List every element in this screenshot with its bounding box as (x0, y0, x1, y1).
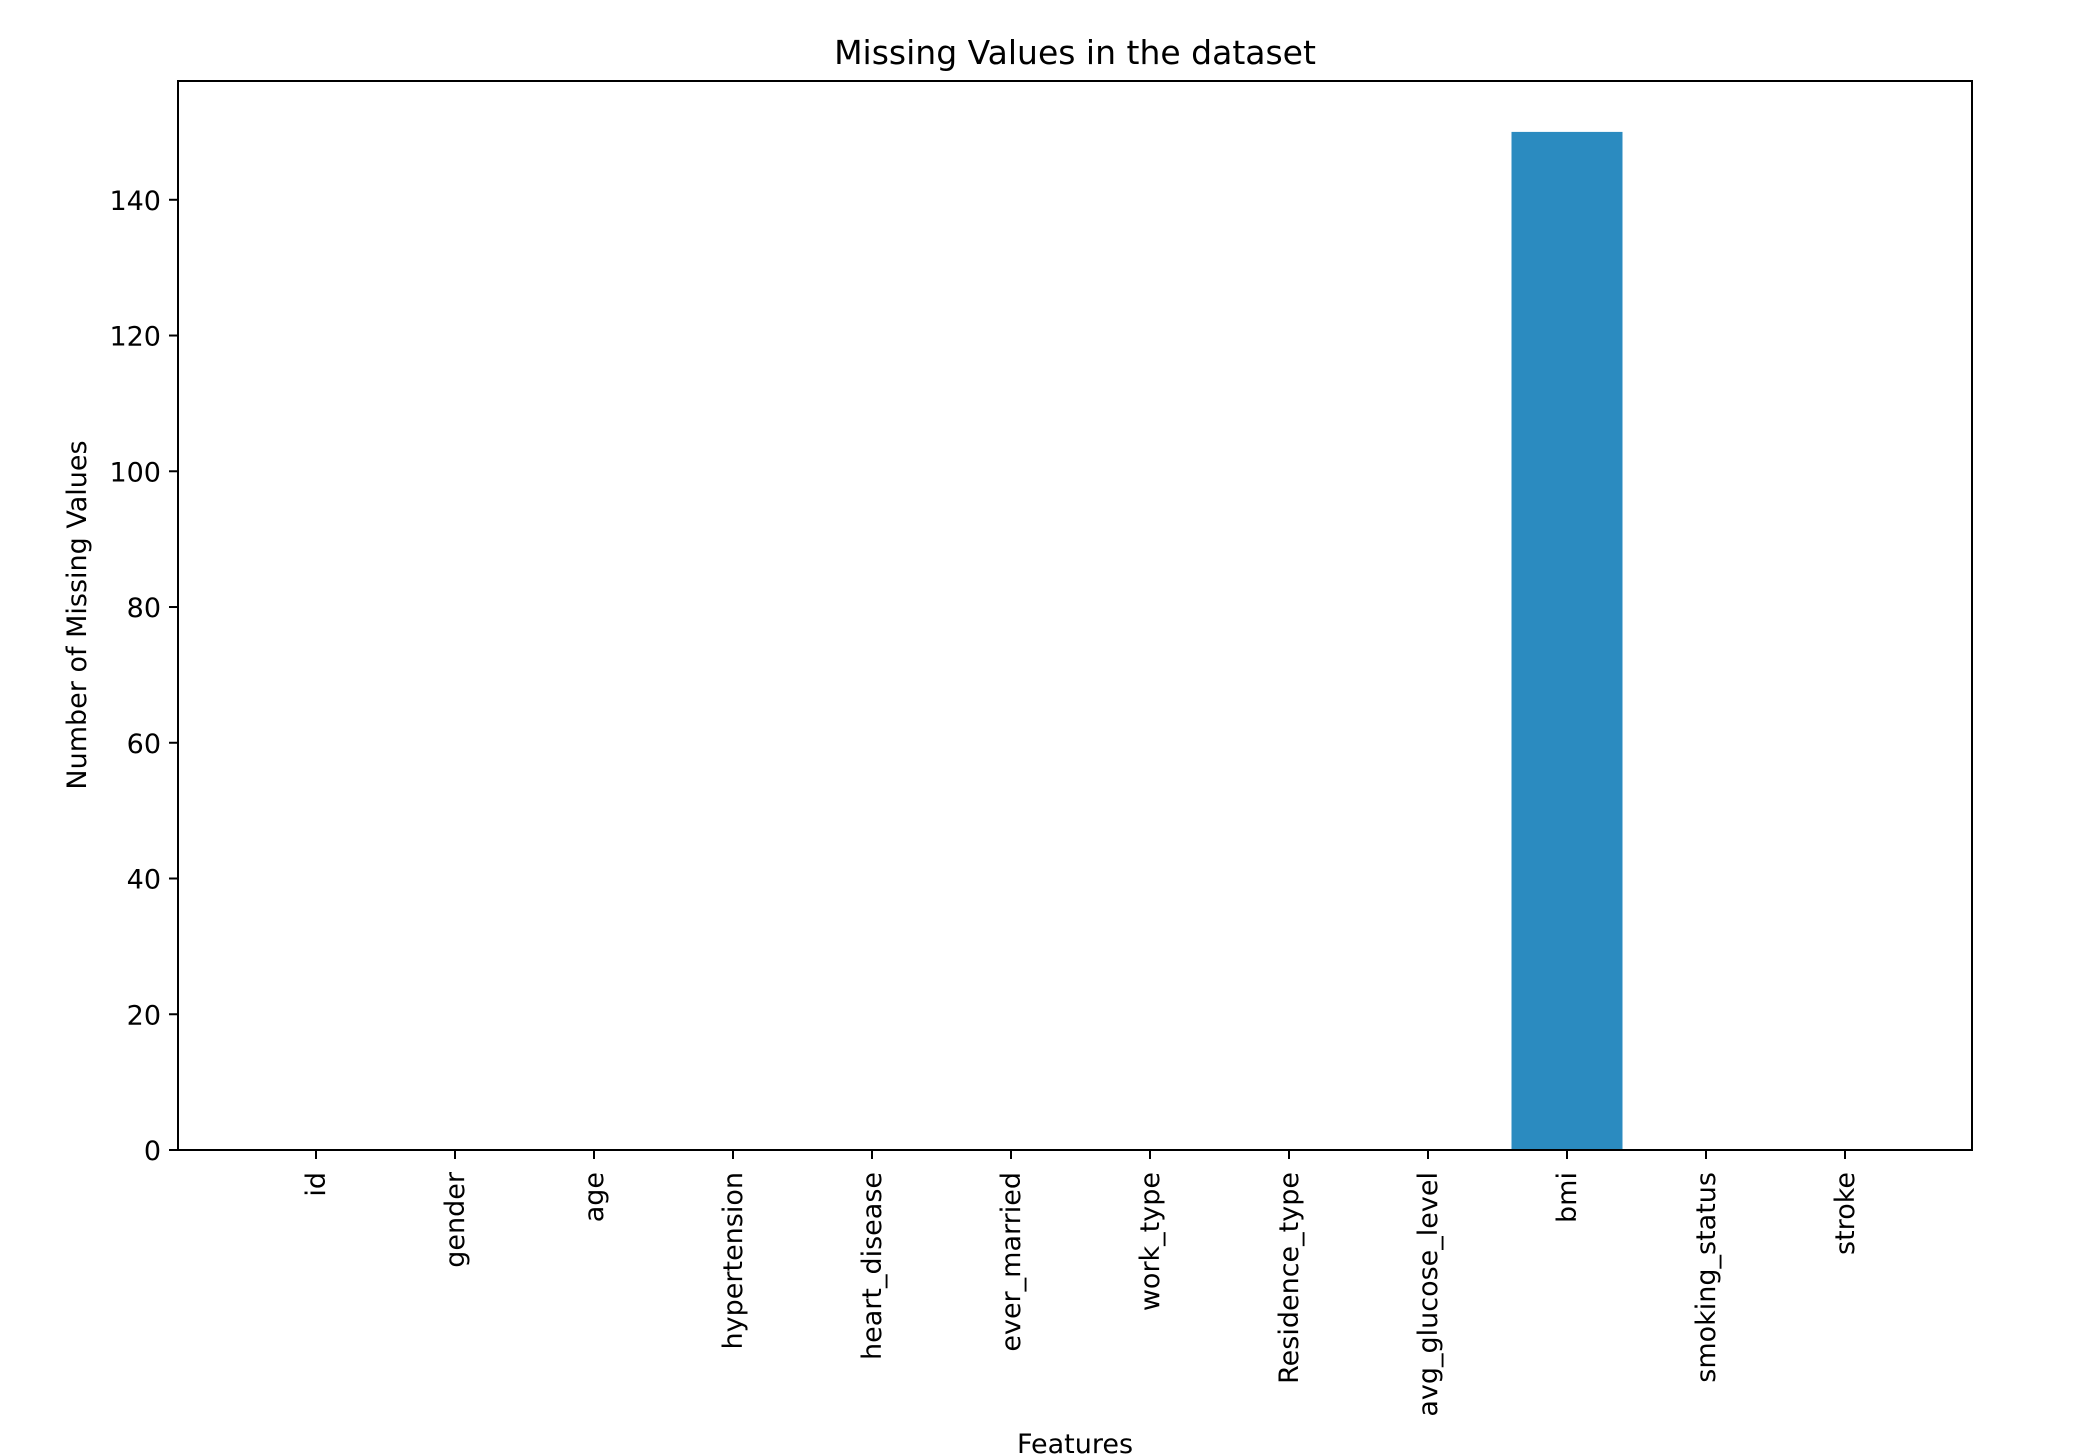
x-tick-label-heart_disease: heart_disease (857, 1172, 888, 1360)
x-axis-label: Features (1017, 1429, 1133, 1456)
x-tick-label-ever_married: ever_married (996, 1172, 1027, 1352)
x-tick-label-id: id (301, 1172, 332, 1197)
bar-bmi (1511, 131, 1623, 1150)
x-tick-label-age: age (579, 1172, 610, 1222)
x-tick-label-avg_glucose_level: avg_glucose_level (1413, 1172, 1444, 1417)
y-tick-label: 20 (127, 1000, 161, 1031)
y-axis-label: Number of Missing Values (62, 440, 93, 789)
y-tick-label: 40 (127, 865, 161, 896)
y-tick-label: 60 (127, 729, 161, 760)
y-tick-label: 80 (127, 593, 161, 624)
x-tick-label-gender: gender (440, 1171, 471, 1268)
x-tick-label-hypertension: hypertension (718, 1172, 749, 1349)
x-tick-label-stroke: stroke (1830, 1172, 1861, 1255)
chart-title: Missing Values in the dataset (834, 33, 1316, 72)
plot-area: 0 20 40 60 80 100 120 140 id gender age hypertensio… (109, 80, 1973, 1417)
y-tick-label: 120 (109, 322, 161, 353)
y-tick-label: 0 (144, 1136, 161, 1167)
plot-frame (177, 80, 1973, 1151)
y-tick-label: 100 (109, 457, 161, 488)
y-tick-label: 140 (109, 186, 161, 217)
x-tick-label-smoking_status: smoking_status (1691, 1172, 1722, 1383)
x-tick-label-bmi: bmi (1552, 1172, 1583, 1223)
x-tick-label-work_type: work_type (1135, 1172, 1166, 1311)
x-tick-label-Residence_type: Residence_type (1274, 1172, 1305, 1384)
